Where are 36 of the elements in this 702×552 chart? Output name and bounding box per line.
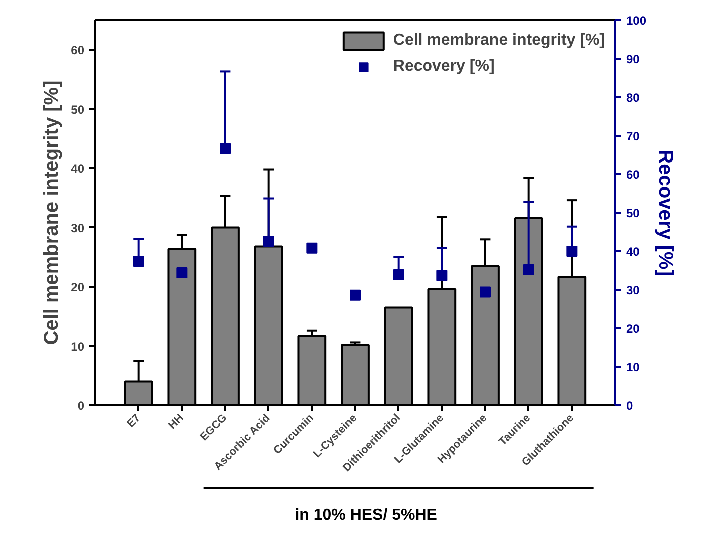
y2-tick-label: 50 xyxy=(626,206,640,220)
point xyxy=(436,270,448,282)
y-tick-label: 30 xyxy=(71,221,85,236)
y2-axis-title: Recovery [%] xyxy=(654,150,677,276)
y-tick-label: 40 xyxy=(71,162,85,176)
y2-tick-label: 40 xyxy=(626,245,640,259)
point xyxy=(176,268,188,279)
point xyxy=(480,286,491,298)
y2-tick-label: 100 xyxy=(626,14,647,28)
y-tick-label: 0 xyxy=(78,399,85,413)
y2-tick-label: 80 xyxy=(626,91,640,105)
x-tick-label: HH xyxy=(166,412,186,432)
legend-label: Recovery [%] xyxy=(393,58,495,76)
y2-tick-label: 10 xyxy=(626,360,640,374)
y-tick-label: 60 xyxy=(71,44,85,58)
point xyxy=(566,246,578,257)
text: in 10% HES/ 5%HE xyxy=(295,506,438,524)
point xyxy=(350,290,361,301)
legend-label: Cell membrane integrity [%] xyxy=(393,32,605,50)
y-tick-label: 50 xyxy=(71,102,85,117)
y2-tick-label: 60 xyxy=(626,168,640,182)
y-tick-label: 10 xyxy=(71,340,85,354)
point xyxy=(523,264,534,276)
point xyxy=(220,143,231,154)
point xyxy=(393,269,404,280)
x-tick-label: E7 xyxy=(125,412,144,430)
y-axis-title: Cell membrane integrity [%] xyxy=(41,80,64,346)
y2-tick-label: 0 xyxy=(626,399,634,413)
point xyxy=(263,236,274,247)
y2-tick-label: 30 xyxy=(626,284,640,298)
y2-tick-label: 20 xyxy=(626,322,640,336)
point xyxy=(133,256,144,268)
y-tick-label: 20 xyxy=(71,280,85,295)
point xyxy=(306,242,318,254)
y2-tick-label: 90 xyxy=(626,52,640,66)
y2-tick-label: 70 xyxy=(626,130,640,144)
